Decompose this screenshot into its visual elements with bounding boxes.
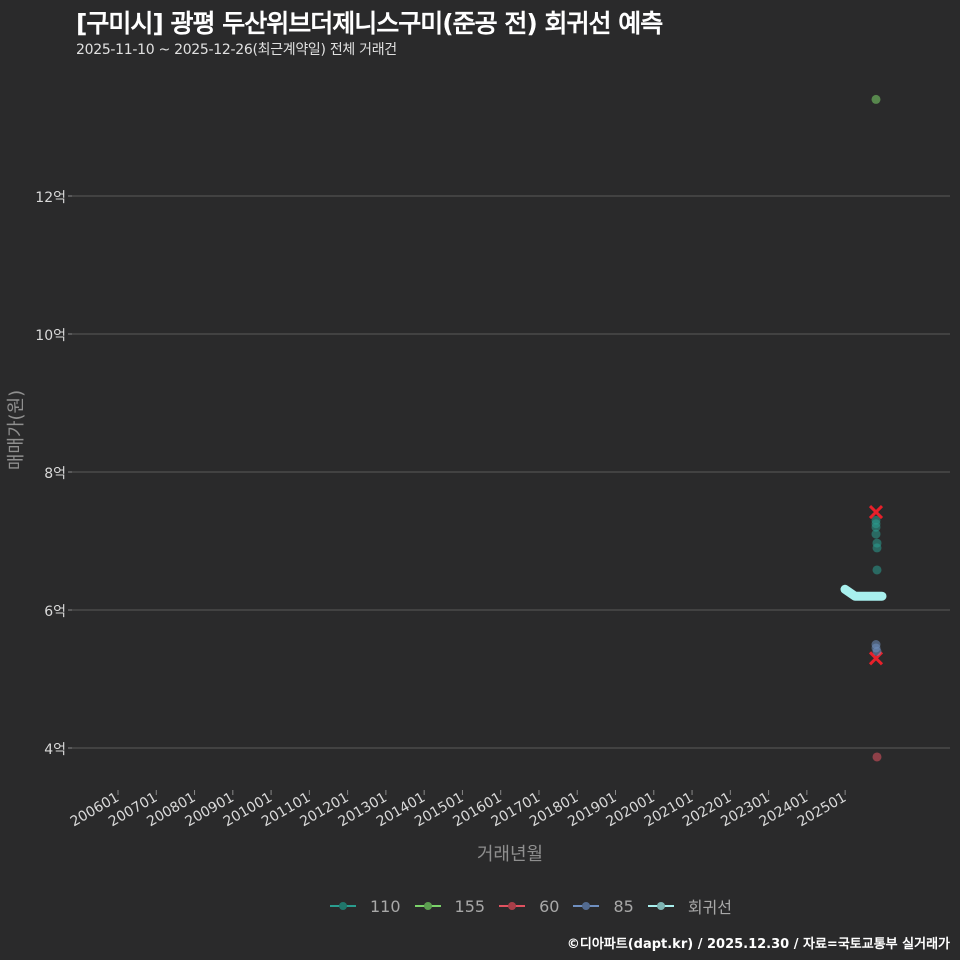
chart-title: [구미시] 광평 두산위브더제니스구미(준공 전) 회귀선 예측 (76, 9, 663, 38)
regression-line (840, 584, 887, 601)
data-point-110 (871, 529, 881, 539)
grid-lines (68, 195, 950, 749)
max-min-marker-icon (868, 504, 884, 520)
legend-item-110: 110 (330, 897, 401, 916)
data-point-155 (871, 94, 881, 104)
legend-item-155: 155 (414, 896, 486, 916)
legend-key-icon (414, 899, 441, 913)
legend-key-icon (647, 899, 674, 913)
data-point-110 (872, 543, 882, 553)
data-point-60 (872, 752, 882, 762)
footer-credit: ©디아파트(dapt.kr) / 2025.12.30 / 자료=국토교통부 실… (566, 937, 950, 952)
legend-item-60: 60 (499, 897, 559, 916)
y-tick-label: 10억 (35, 328, 66, 344)
legend-label: 85 (613, 896, 634, 916)
y-axis-label: 매매가(원) (6, 389, 27, 471)
legend-item-회귀선: 회귀선 (647, 894, 732, 918)
legend-key-icon (499, 899, 526, 913)
legend-label: 155 (454, 896, 486, 916)
x-axis-label: 거래년월 (476, 844, 544, 865)
legend-key-icon (573, 899, 600, 913)
y-tick-label: 6억 (44, 604, 66, 620)
legend-label: 회귀선 (687, 898, 732, 917)
data-points (840, 94, 887, 762)
legend-key-icon (330, 899, 356, 913)
y-tick-label: 4억 (44, 742, 66, 758)
chart-subtitle: 2025-11-10 ~ 2025-12-26(최근계약일) 전체 거래건 (76, 42, 397, 58)
y-tick-label: 8억 (44, 466, 66, 482)
data-point-85 (872, 646, 882, 656)
legend-item-85: 85 (573, 896, 634, 916)
legend: 110 155 60 85 회귀선 (330, 894, 746, 918)
data-point-110 (872, 565, 882, 575)
data-point-110 (871, 522, 881, 532)
y-tick-label: 12억 (35, 190, 66, 206)
legend-label: 60 (539, 896, 560, 916)
legend-label: 110 (370, 896, 401, 916)
x-axis-ticks: 2006012007012008012009012010012011012012… (68, 790, 849, 831)
